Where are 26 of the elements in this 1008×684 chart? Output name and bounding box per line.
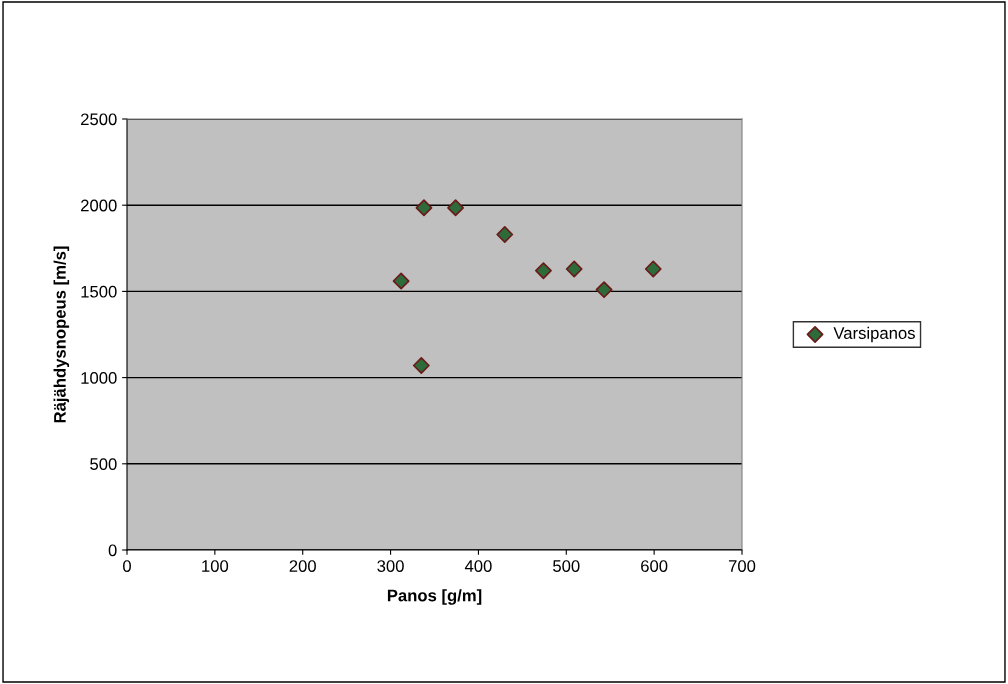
point (412, 357, 430, 374)
y-axis-title: Räjähdysnopeus [m/s] (53, 246, 70, 423)
point (644, 260, 662, 278)
x-tick-label: 600 (641, 560, 668, 572)
y-tick-label: 1000 (81, 372, 117, 384)
x-tick-label: 400 (464, 560, 492, 572)
y-tick-label: 2500 (81, 113, 117, 126)
y-tick-label: 1500 (81, 285, 117, 298)
point (565, 260, 583, 278)
legend-label: Varsipanos (833, 326, 915, 343)
y-tick-label: 0 (108, 544, 117, 557)
x-tick-label: 100 (202, 560, 229, 572)
x-tick-label: 200 (289, 560, 316, 572)
x-tick-label: 0 (123, 560, 131, 572)
y-tick-label: 500 (90, 458, 117, 470)
y-tick-label: 2000 (81, 199, 117, 212)
point (595, 281, 613, 299)
point (496, 226, 514, 243)
x-axis-title: Panos [g/m] (387, 589, 482, 605)
point (392, 272, 410, 290)
x-tick-label: 300 (377, 560, 404, 572)
x-tick-label: 500 (553, 560, 580, 572)
point (415, 199, 433, 217)
x-tick-label: 700 (728, 560, 756, 572)
point (447, 199, 465, 217)
point (535, 262, 552, 280)
